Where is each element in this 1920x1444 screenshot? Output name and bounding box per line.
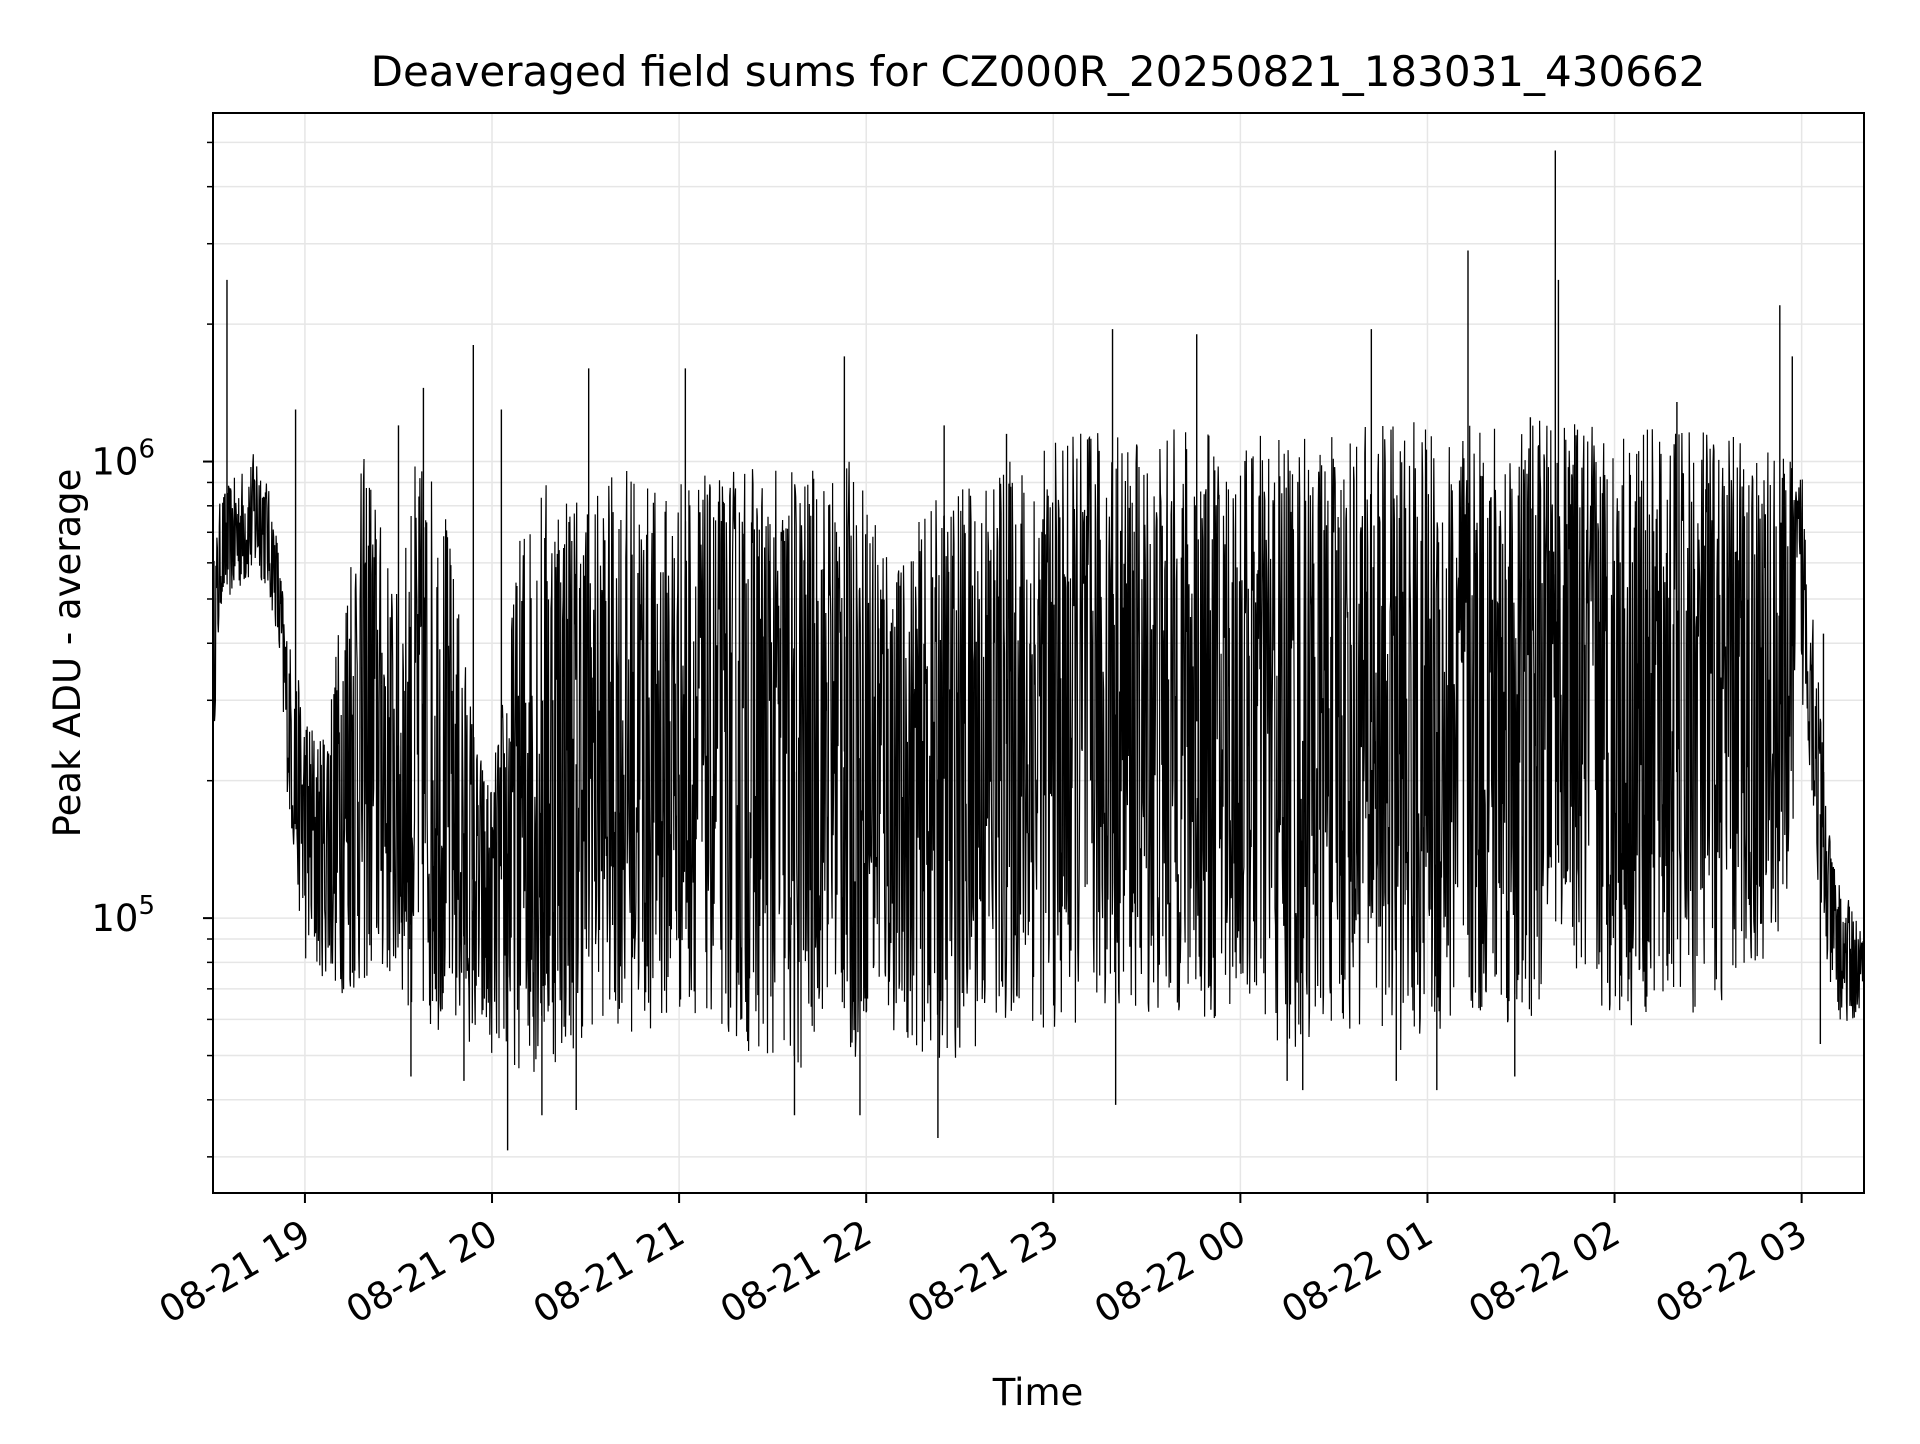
x-tick-label: 08-22 02	[1461, 1212, 1627, 1332]
x-tick-label: 08-21 23	[900, 1212, 1066, 1332]
x-tick-label: 08-21 22	[713, 1212, 879, 1332]
y-axis-label: Peak ADU - average	[46, 469, 89, 838]
x-tick-label: 08-21 20	[339, 1212, 505, 1332]
y-tick-label: 105	[91, 891, 155, 940]
plot-frame	[212, 112, 1865, 1194]
x-tick-label: 08-21 21	[526, 1212, 692, 1332]
x-tick-label: 08-22 00	[1087, 1212, 1253, 1332]
series-line	[212, 420, 1865, 1072]
chart-title: Deaveraged field sums for CZ000R_2025082…	[371, 47, 1706, 96]
x-tick-label: 08-22 01	[1274, 1212, 1440, 1332]
x-tick-label: 08-21 19	[152, 1212, 318, 1332]
y-tick-label: 106	[91, 435, 155, 484]
x-tick-label: 08-22 03	[1649, 1212, 1815, 1332]
data-line-layer	[212, 150, 1865, 1151]
x-axis-label: Time	[992, 1371, 1084, 1414]
